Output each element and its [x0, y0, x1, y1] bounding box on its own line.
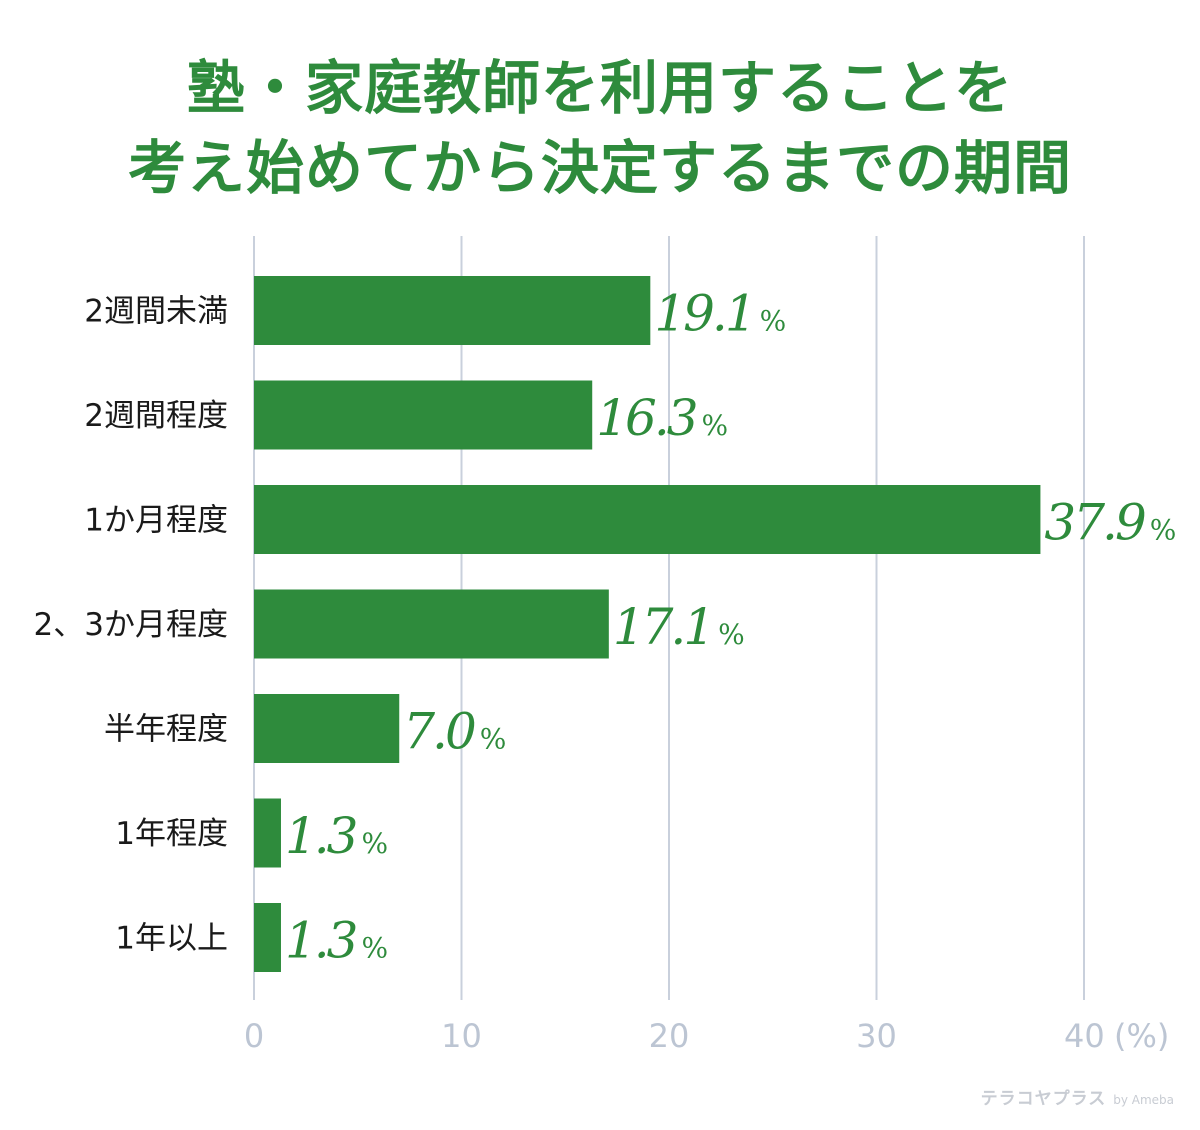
- chart-title: 塾・家庭教師を利用することを 考え始めてから決定するまでの期間: [0, 48, 1200, 208]
- bar: [254, 380, 593, 450]
- x-axis-unit: (%): [1114, 1017, 1169, 1055]
- value-suffix: %: [702, 409, 729, 442]
- bar: [254, 589, 609, 659]
- x-tick-label: 20: [649, 1017, 690, 1055]
- category-label: 1か月程度: [84, 503, 228, 539]
- watermark-by: by Ameba: [1113, 1093, 1174, 1107]
- bar: [254, 694, 400, 763]
- bar: [254, 485, 1041, 554]
- bar: [254, 903, 281, 972]
- value-label: 16.3%: [596, 389, 728, 447]
- brand-watermark: テラコヤプラス by Ameba: [981, 1084, 1174, 1109]
- value-suffix: %: [480, 723, 507, 756]
- value-suffix: %: [362, 932, 389, 965]
- category-label: 1年程度: [115, 816, 228, 852]
- x-tick-label: 0: [244, 1017, 264, 1055]
- value-suffix: %: [362, 827, 389, 860]
- category-label: 半年程度: [104, 712, 228, 748]
- value-label: 1.3%: [285, 807, 388, 865]
- bar: [254, 276, 651, 345]
- category-label: 2週間未満: [84, 294, 228, 330]
- value-label: 37.9%: [1044, 494, 1176, 552]
- x-tick-label: 10: [441, 1017, 482, 1055]
- x-tick-label: 30: [856, 1017, 897, 1055]
- bar: [254, 798, 281, 868]
- watermark-brand: テラコヤプラス: [980, 1089, 1107, 1109]
- value-label: 7.0%: [403, 703, 506, 761]
- chart-title-line-1: 塾・家庭教師を利用することを: [186, 54, 1013, 122]
- value-suffix: %: [760, 305, 787, 338]
- category-label: 1年以上: [115, 921, 228, 957]
- value-suffix: %: [718, 618, 745, 651]
- category-label: 2、3か月程度: [34, 607, 228, 643]
- value-label: 1.3%: [285, 912, 388, 970]
- chart-title-line-2: 考え始めてから決定するまでの期間: [127, 134, 1072, 202]
- category-label: 2週間程度: [84, 398, 228, 434]
- value-label: 19.1%: [654, 285, 786, 343]
- x-tick-label: 40: [1064, 1017, 1105, 1055]
- value-label: 17.1%: [613, 598, 745, 656]
- value-suffix: %: [1150, 514, 1177, 547]
